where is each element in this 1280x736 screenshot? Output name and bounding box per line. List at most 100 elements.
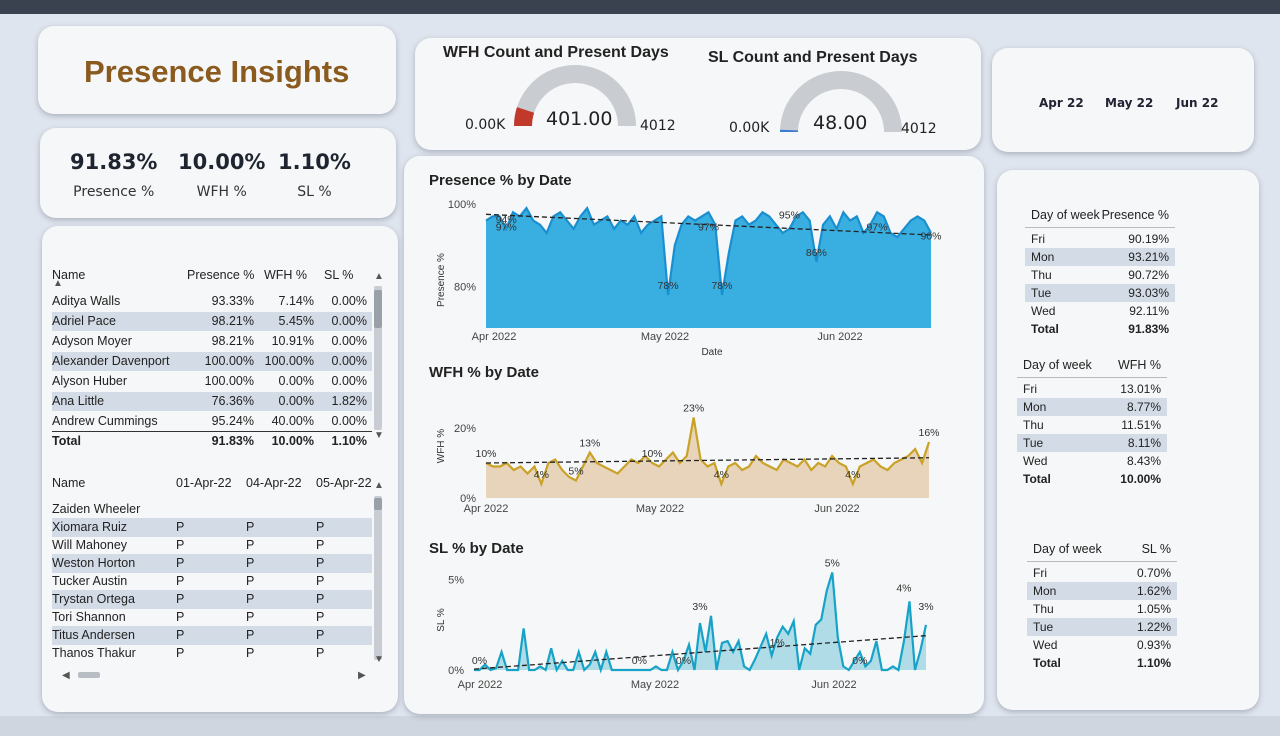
list-item[interactable]: Weston Horton P P P — [52, 554, 372, 573]
data-label: 4% — [534, 469, 549, 481]
horizontal-scrollbar-thumb[interactable] — [78, 672, 100, 678]
data-label: 95% — [779, 210, 800, 222]
dow-col-value: WFH % — [1117, 358, 1161, 372]
attendance-scrollbar-thumb[interactable] — [374, 498, 382, 510]
table-row[interactable]: Adyson Moyer 98.21% 10.91% 0.00% — [52, 332, 372, 351]
table-row[interactable]: Tue 93.03% — [1025, 284, 1175, 302]
wfh-gauge-max: 4012 — [640, 118, 676, 134]
sort-ascending-icon[interactable]: ▲ — [53, 278, 63, 289]
table-row[interactable]: Wed 92.11% — [1025, 302, 1175, 320]
wfh-gauge-track — [514, 65, 636, 127]
month-slicer-may[interactable]: May 22 — [1105, 96, 1154, 110]
table-row[interactable]: Tue 8.11% — [1017, 434, 1167, 452]
summary-col-sl[interactable]: SL % — [324, 268, 354, 282]
month-slicer-jun[interactable]: Jun 22 — [1176, 96, 1219, 110]
data-label: 97% — [698, 221, 719, 233]
table-row[interactable]: Tue 1.22% — [1027, 618, 1177, 636]
cell-day: Wed — [1023, 454, 1048, 468]
data-label: 3% — [918, 601, 933, 613]
list-item[interactable]: Thanos Thakur P P P — [52, 644, 372, 663]
table-row[interactable]: Mon 8.77% — [1017, 398, 1167, 416]
table-row[interactable]: Wed 0.93% — [1027, 636, 1177, 654]
summary-scrollbar-thumb[interactable] — [374, 290, 382, 328]
cell-value: 93.21% — [1128, 250, 1169, 264]
cell-day: Tue — [1031, 286, 1052, 300]
attendance-scrollbar[interactable] — [374, 496, 382, 660]
sl-gauge[interactable] — [771, 70, 911, 142]
x-tick-label: Apr 2022 — [458, 679, 503, 691]
data-label: 16% — [918, 427, 939, 439]
list-item[interactable]: Zaiden Wheeler — [52, 500, 372, 519]
list-item[interactable]: Xiomara Ruiz P P P — [52, 518, 372, 537]
presence-by-date-chart[interactable]: 100% 80% Apr 2022 May 2022 Jun 2022 Presence … — [436, 199, 942, 358]
kpi-sl[interactable]: 1.10% SL % — [278, 150, 351, 200]
attendance-col-date3[interactable]: 05-Apr-22 — [316, 476, 372, 490]
list-item[interactable]: Tucker Austin P P P — [52, 572, 372, 591]
table-row[interactable]: Fri 13.01% — [1017, 380, 1167, 398]
list-item[interactable]: Titus Andersen P P P — [52, 626, 372, 645]
summary-scrollbar[interactable] — [374, 286, 382, 430]
attendance-col-date2[interactable]: 04-Apr-22 — [246, 476, 302, 490]
list-item[interactable]: Trystan Ortega P P P — [52, 590, 372, 609]
table-row[interactable]: Thu 90.72% — [1025, 266, 1175, 284]
table-row[interactable]: Fri 0.70% — [1027, 564, 1177, 582]
scroll-down-icon[interactable]: ▼ — [374, 430, 384, 441]
kpi-presence[interactable]: 91.83% Presence % — [70, 150, 157, 200]
cell-value: 92.11% — [1129, 304, 1169, 318]
wfh-gauge[interactable] — [505, 64, 645, 136]
table-row[interactable]: Aditya Walls 93.33% 7.14% 0.00% — [52, 292, 372, 311]
scroll-left-icon[interactable]: ◀ — [62, 670, 70, 681]
scroll-up-icon[interactable]: ▲ — [374, 480, 384, 491]
attendance-col-date1[interactable]: 01-Apr-22 — [176, 476, 232, 490]
table-row[interactable]: Thu 11.51% — [1017, 416, 1167, 434]
table-total-row: Total 1.10% — [1027, 654, 1177, 672]
scroll-up-icon[interactable]: ▲ — [374, 271, 384, 282]
dow-col-day: Day of week — [1033, 542, 1102, 556]
cell-sl: 0.00% — [331, 294, 367, 308]
table-row[interactable]: Alexander Davenport 100.00% 100.00% 0.00… — [52, 352, 372, 371]
kpi-presence-value: 91.83% — [70, 150, 158, 174]
summary-col-presence[interactable]: Presence % — [187, 268, 255, 282]
kpi-presence-label: Presence % — [73, 184, 155, 200]
data-label: 23% — [683, 403, 704, 415]
table-row[interactable]: Thu 1.05% — [1027, 600, 1177, 618]
list-item[interactable]: Tori Shannon P P P — [52, 608, 372, 627]
cell-sl: 0.00% — [331, 354, 367, 368]
table-row[interactable]: Andrew Cummings 95.24% 40.00% 0.00% — [52, 412, 372, 431]
x-tick-label: May 2022 — [636, 503, 684, 515]
y-tick-label: 0% — [448, 665, 464, 677]
y-tick-label: 100% — [448, 199, 476, 211]
wfh-by-date-chart[interactable]: 20% 0%Apr 2022 May 2022 Jun 2022 WFH % 10% 4% 1… — [436, 403, 940, 516]
data-label: 5% — [568, 466, 583, 478]
scroll-down-icon[interactable]: ▼ — [374, 654, 384, 665]
page-title: Presence Insights — [84, 54, 350, 89]
table-row[interactable]: Mon 93.21% — [1025, 248, 1175, 266]
cell-presence: 76.36% — [211, 394, 254, 408]
cell-presence: 98.21% — [211, 314, 254, 328]
cell-status: P — [246, 538, 255, 552]
month-slicer-apr[interactable]: Apr 22 — [1039, 96, 1084, 110]
table-row[interactable]: Alyson Huber 100.00% 0.00% 0.00% — [52, 372, 372, 391]
table-row[interactable]: Adriel Pace 98.21% 5.45% 0.00% — [52, 312, 372, 331]
table-row[interactable]: Ana Little 76.36% 0.00% 1.82% — [52, 392, 372, 411]
attendance-col-name[interactable]: Name — [52, 476, 86, 490]
table-row[interactable]: Mon 1.62% — [1027, 582, 1177, 600]
cell-presence: 95.24% — [211, 414, 254, 428]
series-line — [474, 572, 928, 674]
cell-status: P — [316, 574, 325, 588]
data-label: 0% — [632, 655, 647, 667]
table-row[interactable]: Wed 8.43% — [1017, 452, 1167, 470]
x-tick-label: Apr 2022 — [464, 503, 509, 515]
summary-col-wfh[interactable]: WFH % — [264, 268, 308, 282]
presence-chart-title: Presence % by Date — [429, 172, 572, 189]
scroll-right-icon[interactable]: ▶ — [358, 670, 366, 681]
cell-value: 0.70% — [1136, 566, 1171, 580]
list-item[interactable]: Will Mahoney P P P — [52, 536, 372, 555]
sl-by-date-chart[interactable]: 5% 0% Apr 2022 May 2022 Jun 2022 SL % 0% 0% 3% 0%… — [436, 557, 934, 691]
table-row[interactable]: Fri 90.19% — [1025, 230, 1175, 248]
sl-gauge-track — [780, 71, 902, 133]
summary-col-name[interactable]: Name — [52, 268, 86, 282]
kpi-wfh[interactable]: 10.00% WFH % — [178, 150, 265, 200]
cell-status: P — [176, 628, 185, 642]
data-label: 13% — [579, 438, 600, 450]
